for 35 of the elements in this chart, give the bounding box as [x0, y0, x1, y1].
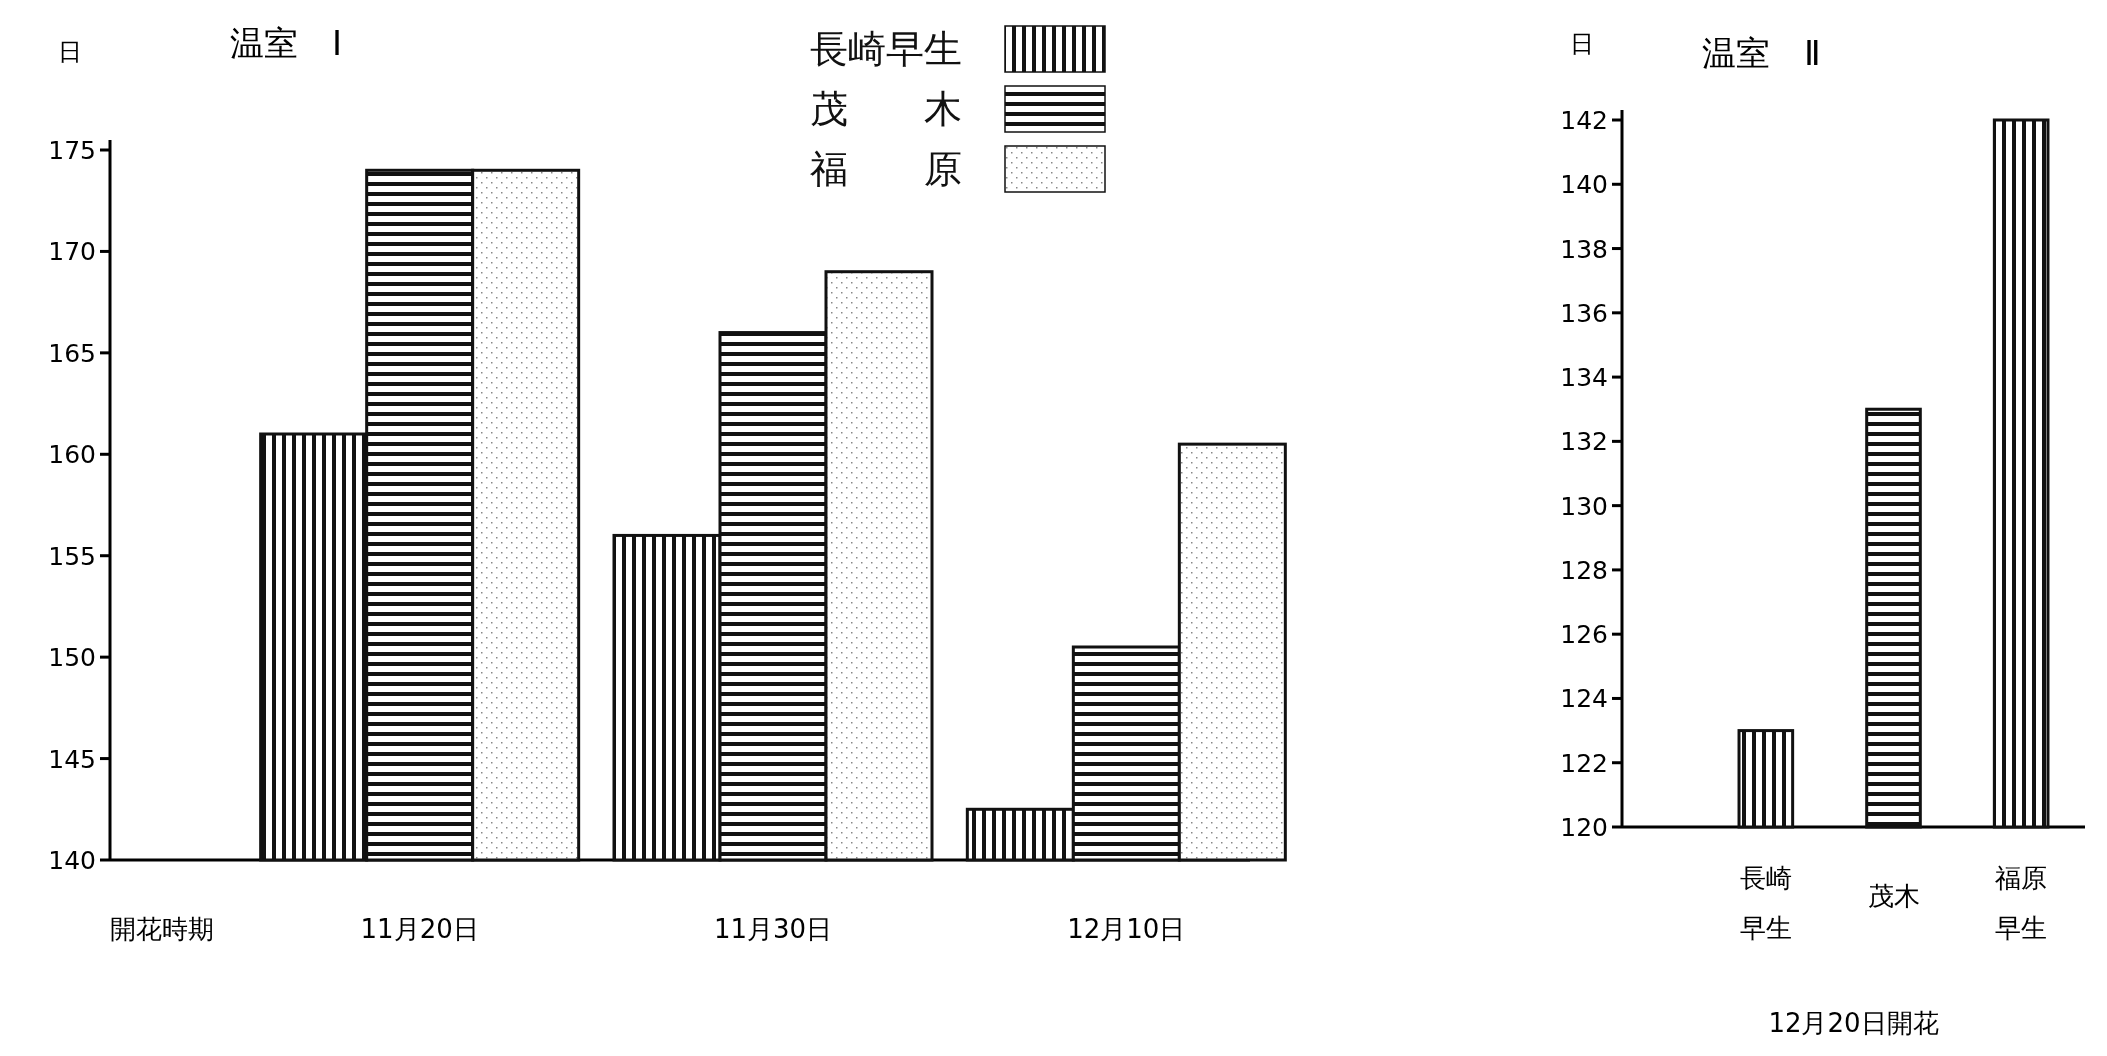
y-tick-label: 175	[48, 136, 96, 165]
legend-label: 福 原	[810, 147, 962, 191]
y-tick-label: 155	[48, 541, 96, 571]
chart-title: 温室 Ⅱ	[1702, 33, 1821, 73]
y-tick-label: 145	[48, 744, 96, 774]
x-tick-label: 茂木	[1867, 881, 1920, 911]
y-tick-label: 140	[1560, 170, 1608, 200]
y-tick-label: 126	[1560, 620, 1608, 650]
y-tick-label: 120	[1560, 813, 1608, 842]
legend-label: 長崎早生	[810, 27, 962, 71]
y-axis-title: 日	[58, 38, 82, 66]
y-tick-label: 142	[1560, 106, 1608, 135]
x-tick-label: 長崎早生	[1739, 863, 1792, 943]
legend-label: 茂 木	[810, 87, 962, 131]
x-tick-label: 11月20日	[360, 914, 479, 944]
y-tick-label: 130	[1560, 491, 1608, 521]
y-axis-title: 日	[1570, 30, 1594, 58]
y-tick-label: 140	[48, 846, 96, 875]
y-tick-label: 132	[1560, 427, 1608, 457]
y-tick-label: 150	[48, 643, 96, 673]
y-tick-label: 165	[48, 338, 96, 368]
y-tick-label: 136	[1560, 298, 1608, 328]
y-tick-label: 128	[1560, 555, 1608, 585]
y-tick-label: 160	[48, 440, 96, 470]
y-tick-label: 122	[1560, 748, 1608, 778]
chart-title: 温室 Ⅰ	[230, 23, 343, 63]
y-tick-label: 138	[1560, 234, 1608, 264]
x-axis-title: 12月20日開花	[1768, 1008, 1939, 1038]
x-tick-label: 12月10日	[1067, 914, 1186, 944]
x-tick-label: 福原早生	[1995, 863, 2048, 943]
y-tick-label: 170	[48, 237, 96, 267]
x-axis-title: 開花時期	[110, 914, 214, 944]
y-tick-label: 124	[1560, 684, 1608, 714]
x-tick-label: 11月30日	[713, 914, 833, 944]
y-tick-label: 134	[1560, 363, 1608, 393]
